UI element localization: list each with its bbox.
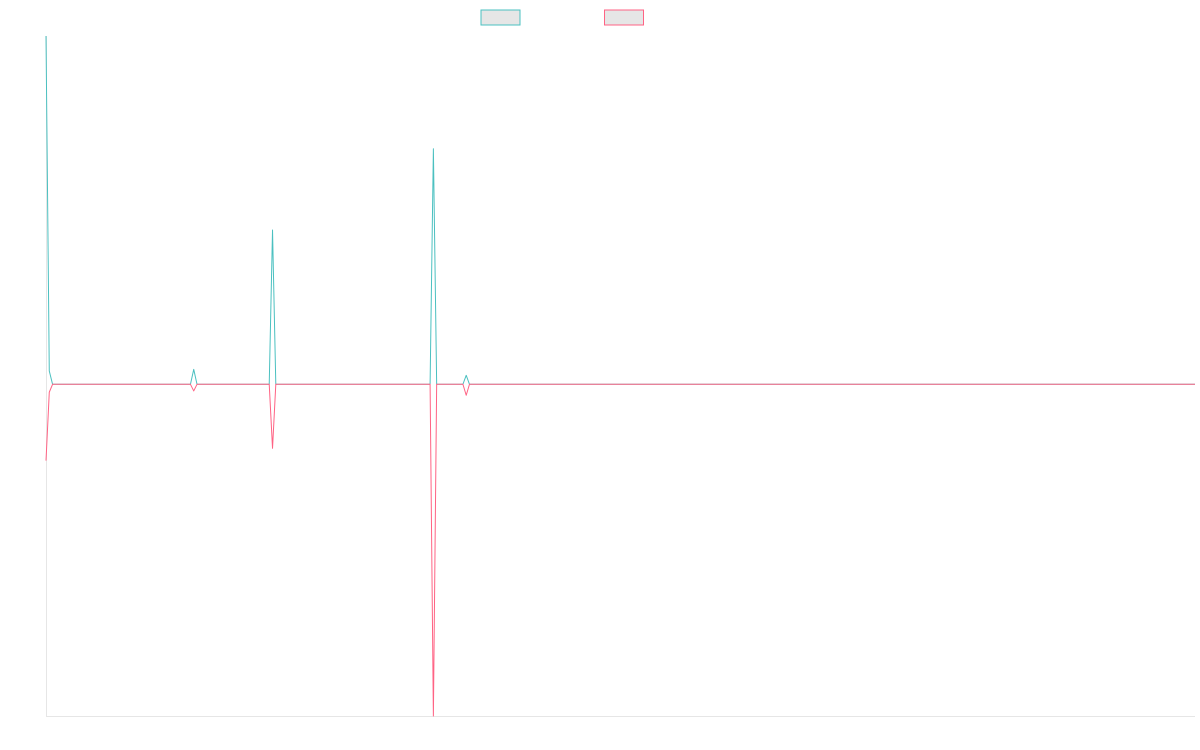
series-line — [45, 383, 1195, 717]
series-line — [45, 35, 1195, 385]
legend-swatch[interactable] — [604, 9, 644, 26]
legend-swatch[interactable] — [480, 9, 521, 26]
